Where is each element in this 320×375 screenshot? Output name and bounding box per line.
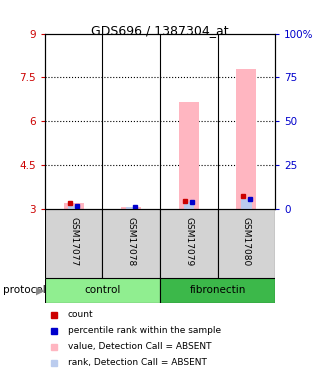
Bar [236, 69, 257, 209]
Bar [241, 200, 252, 208]
Text: count: count [68, 310, 93, 319]
Bar [184, 202, 194, 208]
Text: GSM17079: GSM17079 [184, 217, 193, 267]
Text: GSM17080: GSM17080 [242, 217, 251, 267]
Text: GSM17077: GSM17077 [69, 217, 78, 267]
Text: ▶: ▶ [36, 285, 44, 296]
Bar [102, 209, 160, 278]
Bar [45, 209, 102, 278]
Bar [126, 207, 136, 209]
Text: GDS696 / 1387304_at: GDS696 / 1387304_at [91, 24, 229, 38]
Text: protocol: protocol [3, 285, 46, 296]
Text: value, Detection Call = ABSENT: value, Detection Call = ABSENT [68, 342, 211, 351]
Bar [160, 209, 218, 278]
Text: GSM17078: GSM17078 [127, 217, 136, 267]
Text: rank, Detection Call = ABSENT: rank, Detection Call = ABSENT [68, 358, 207, 368]
Bar [68, 206, 79, 209]
Bar [45, 278, 160, 303]
Bar [121, 207, 141, 209]
Bar [179, 102, 199, 209]
Text: control: control [84, 285, 121, 296]
Text: fibronectin: fibronectin [189, 285, 246, 296]
Bar [160, 278, 275, 303]
Bar [218, 209, 275, 278]
Bar [63, 203, 84, 208]
Text: percentile rank within the sample: percentile rank within the sample [68, 326, 221, 335]
